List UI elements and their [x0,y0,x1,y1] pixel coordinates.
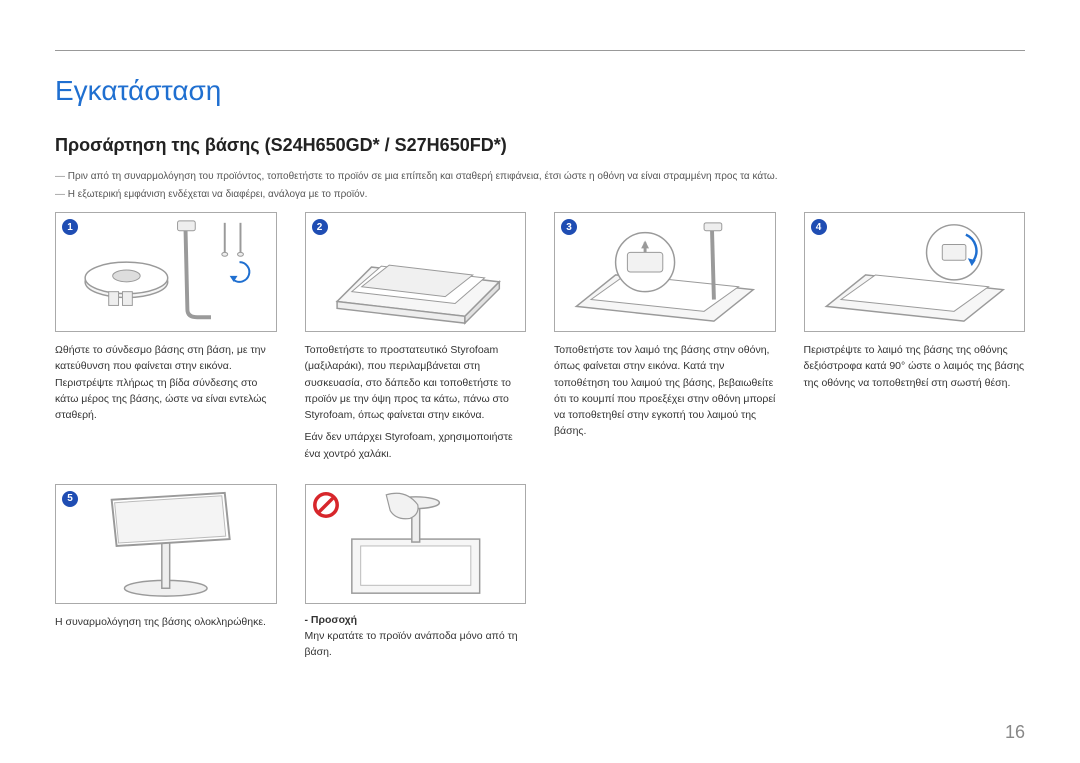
steps-grid: 1 Ωθήστε το σύνδεσμο βάσης στη βάση, με … [55,212,1025,660]
figure-4: 4 [804,212,1026,332]
step-1: 1 Ωθήστε το σύνδεσμο βάσης στη βάση, με … [55,212,277,462]
step-badge-1: 1 [62,219,78,235]
step-badge-5: 5 [62,491,78,507]
page-number: 16 [1005,722,1025,743]
caption-1: Ωθήστε το σύνδεσμο βάσης στη βάση, με τη… [55,342,277,423]
sketch-5 [56,485,276,603]
step-badge-4: 4 [811,219,827,235]
caption-3: Τοποθετήστε τον λαιμό της βάσης στην οθό… [554,342,776,440]
prohibition-icon [312,491,340,519]
step-caution: - Προσοχή Μην κρατάτε το προϊόν ανάποδα … [305,484,527,661]
figure-caution [305,484,527,604]
caption-caution: Μην κρατάτε το προϊόν ανάποδα μόνο από τ… [305,628,527,661]
step-badge-2: 2 [312,219,328,235]
sketch-4 [805,213,1025,331]
step-5: 5 Η συναρμολόγηση της βάσης ολοκληρώθηκε… [55,484,277,661]
caption-5: Η συναρμολόγηση της βάσης ολοκληρώθηκε. [55,614,277,630]
caption-4: Περιστρέψτε το λαιμό της βάσης της οθόνη… [804,342,1026,391]
figure-2: 2 [305,212,527,332]
step-2: 2 Τοποθετήστε το προστατευτικό Styrofoam… [305,212,527,462]
figure-1: 1 [55,212,277,332]
sketch-1 [56,213,276,331]
figure-3: 3 [554,212,776,332]
sub-title: Προσάρτηση της βάσης (S24H650GD* / S27H6… [55,135,1025,156]
caution-label: - Προσοχή [305,614,527,626]
caption-2b: Εάν δεν υπάρχει Styrofoam, χρησιμοποιήστ… [305,429,527,462]
figure-5: 5 [55,484,277,604]
caption-2: Τοποθετήστε το προστατευτικό Styrofoam (… [305,342,527,423]
main-title: Εγκατάσταση [55,75,1025,107]
step-badge-3: 3 [561,219,577,235]
step-3: 3 Τοποθετήστε τον λαιμό της βάσης στην ο… [554,212,776,462]
top-rule [55,50,1025,51]
note-2: Η εξωτερική εμφάνιση ενδέχεται να διαφέρ… [55,188,1025,202]
note-1: Πριν από τη συναρμολόγηση του προϊόντος,… [55,170,1025,184]
sketch-2 [306,213,526,331]
sketch-3 [555,213,775,331]
step-4: 4 Περιστρέψτε το λαιμό της βάσης της οθό… [804,212,1026,462]
